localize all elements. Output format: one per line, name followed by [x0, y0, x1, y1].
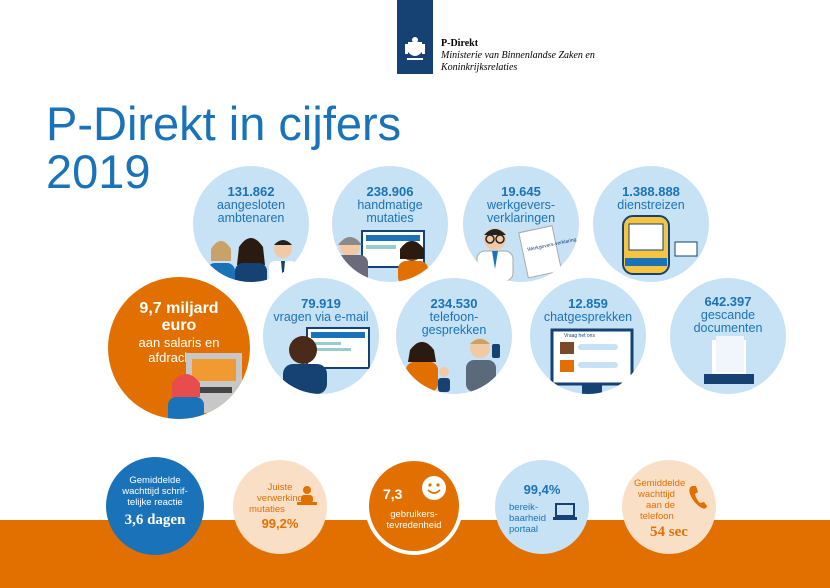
stat-label: documenten — [693, 321, 763, 335]
title-line-1: P-Direkt in cijfers — [46, 97, 402, 150]
kpi-text: Juiste — [267, 482, 293, 493]
stat-label: werkgevers- — [486, 198, 556, 212]
stat-value: 642.397 — [704, 294, 752, 309]
stat-circle-phone-calls: 234.530 telefoon- gesprekken — [396, 278, 512, 394]
phone-icon — [689, 486, 707, 509]
kpi-mutations: Juiste verwerking mutaties 99,2% — [233, 460, 327, 554]
kpi-text: Gemiddelde — [634, 478, 686, 489]
stat-label: telefoon- — [429, 310, 479, 324]
chat-illustration — [550, 328, 634, 394]
stat-circle-mutations: 238.906 handmatige mutaties — [332, 166, 448, 282]
stat-value: 238.906 — [366, 184, 414, 199]
logo-line-3: Koninkrijksrelaties — [441, 62, 518, 73]
stat-label: aangesloten — [216, 198, 286, 212]
stat-value: 131.862 — [227, 184, 275, 199]
kpi-text: Gemiddelde — [129, 475, 181, 486]
kpi-portal: 99,4% bereik- baarheid portaal — [495, 460, 589, 554]
rijksoverheid-logo — [397, 0, 433, 74]
page-title: P-Direkt in cijfers 2019 — [46, 100, 401, 196]
laptop-icon — [553, 503, 577, 520]
stat-value-unit: euro — [161, 317, 197, 334]
kpi-text: telijke reactie — [127, 497, 183, 508]
stat-label: aan salaris en — [138, 335, 220, 350]
employer-statement-illustration — [476, 225, 563, 282]
kpi-text: wachttijd — [638, 489, 675, 500]
stat-circle-employees: 131.862 aangesloten ambtenaren — [193, 166, 309, 282]
kpi-text: verwerking — [257, 493, 303, 504]
kpi-text: bereik- — [509, 502, 539, 513]
stat-circle-chat: 12.859 chatgesprekken Vraag het ons — [530, 278, 646, 394]
kpi-value: 7,3 — [383, 486, 403, 502]
stat-value: 9,7 miljard — [139, 300, 219, 317]
stat-label: verklaringen — [486, 211, 556, 225]
kpi-text: tevredenheid — [386, 520, 442, 531]
person-at-desk-icon — [297, 486, 317, 505]
mutations-illustration — [334, 230, 428, 282]
kpi-written-response: Gemiddelde wachttijd schrif- telijke rea… — [106, 457, 204, 555]
smiley-icon — [422, 476, 446, 500]
stat-value: 19.645 — [501, 184, 541, 199]
logo-line-1: P-Direkt — [441, 38, 479, 49]
kpi-text: wachttijd schrif- — [122, 486, 188, 497]
kpi-value: 99,4% — [523, 482, 561, 497]
stat-value: 12.859 — [568, 296, 608, 311]
kpi-text: mutaties — [249, 504, 285, 515]
phone-calls-illustration — [406, 338, 500, 392]
stat-circle-salary: 9,7 miljard euro aan salaris en afdracht… — [108, 277, 250, 419]
stat-label: ambtenaren — [217, 211, 285, 225]
kpi-text: portaal — [509, 524, 539, 535]
chat-header: Vraag het ons — [564, 333, 595, 339]
kpi-satisfaction: 7,3 gebruikers- tevredenheid — [365, 457, 463, 555]
coat-of-arms-icon — [405, 37, 425, 60]
stat-label: handmatige — [357, 198, 423, 212]
stat-value: 1.388.888 — [622, 184, 680, 199]
kpi-phone-wait: Gemiddelde wachttijd aan de telefoon 54 … — [622, 460, 716, 554]
logo-line-2: Ministerie van Binnenlandse Zaken en — [441, 50, 595, 61]
stat-label: chatgesprekken — [543, 310, 633, 324]
kpi-text: gebruikers- — [390, 509, 438, 520]
email-illustration — [283, 327, 370, 394]
logo-text: P-Direkt Ministerie van Binnenlandse Zak… — [441, 38, 595, 74]
stat-value: 79.919 — [301, 296, 341, 311]
stat-label: gesprekken — [421, 323, 487, 337]
kpi-value: 54 sec — [650, 524, 688, 540]
kpi-text: aan de — [646, 500, 676, 511]
stat-label: mutaties — [366, 211, 414, 225]
kpi-value: 3,6 dagen — [124, 512, 186, 528]
train-illustration — [622, 215, 698, 275]
stat-value: 234.530 — [430, 296, 478, 311]
stat-circle-scanned: 642.397 gescande documenten — [670, 278, 786, 394]
scanned-documents-illustration — [704, 336, 754, 384]
kpi-text: telefoon — [640, 511, 674, 522]
employees-illustration — [207, 238, 297, 282]
stat-circle-employer-statements: 19.645 werkgevers- verklaringen Werkgeve… — [463, 166, 579, 282]
kpi-value: 99,2% — [261, 516, 299, 531]
stat-label: dienstreizen — [617, 198, 685, 212]
stat-label: vragen via e-mail — [273, 310, 369, 324]
kpi-text: baarheid — [509, 513, 546, 524]
stat-label: gescande — [700, 308, 756, 322]
atm-illustration — [168, 353, 242, 419]
stat-circle-business-trips: 1.388.888 dienstreizen — [593, 166, 709, 282]
stat-circle-email: 79.919 vragen via e-mail — [263, 278, 379, 394]
title-line-2: 2019 — [46, 145, 151, 198]
